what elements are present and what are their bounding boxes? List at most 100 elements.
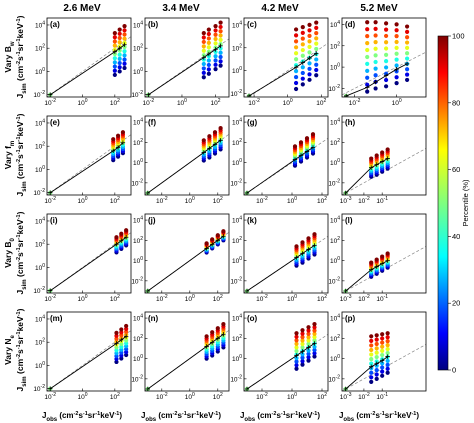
data-point — [312, 347, 317, 353]
data-point — [300, 25, 305, 30]
panel-plot-area — [246, 20, 328, 97]
data-point — [373, 33, 378, 38]
one-to-one-line — [342, 51, 426, 96]
panel-frame — [243, 213, 329, 294]
y-tick-label: 10-2 — [230, 89, 242, 98]
data-point — [122, 53, 127, 58]
data-point — [112, 60, 117, 65]
colorbar-tick-label: 0 — [452, 366, 456, 375]
data-point — [122, 65, 127, 71]
data-point — [213, 58, 218, 63]
median-line — [246, 245, 315, 292]
data-point — [394, 57, 399, 62]
data-point — [122, 28, 127, 33]
y-tick-label: 104 — [133, 118, 143, 127]
data-point — [293, 86, 299, 92]
data-point — [365, 27, 370, 32]
median-marker — [306, 247, 311, 252]
y-tick-label: 100 — [232, 256, 242, 265]
data-point — [385, 366, 390, 371]
data-point — [365, 40, 370, 46]
panel: 10-2 100 102 10-2 100 102 104 (c) — [230, 17, 329, 107]
data-point — [306, 331, 311, 336]
median-marker — [207, 146, 212, 151]
one-to-one-line — [342, 344, 426, 391]
median-marker — [292, 157, 298, 162]
data-point — [380, 344, 385, 349]
data-point — [384, 33, 389, 39]
data-point — [307, 39, 312, 44]
x-tick-label: 100 — [283, 98, 293, 107]
panel-label: (h) — [345, 118, 356, 127]
median-marker — [119, 337, 124, 343]
data-point — [112, 72, 117, 78]
panel-frame — [243, 311, 329, 392]
data-point — [119, 347, 124, 352]
data-point — [114, 235, 119, 240]
data-point — [124, 347, 129, 352]
x-tick-label: 10-2 — [156, 196, 168, 205]
data-point — [300, 30, 305, 35]
median-marker — [383, 73, 389, 78]
x-tick-label: 102 — [317, 392, 327, 401]
data-point — [117, 31, 122, 36]
colorbar-tick-label: 20 — [452, 299, 460, 308]
data-point — [307, 33, 312, 38]
y-tick-label: 102 — [232, 43, 242, 52]
row-ylabel: Jsim (cm-2s-1sr-1keV-1) — [15, 15, 28, 98]
data-point — [206, 40, 211, 45]
data-point — [306, 328, 311, 333]
y-tick-label: 100 — [35, 361, 45, 370]
column-title: 2.6 MeV — [63, 3, 101, 14]
data-point — [300, 355, 305, 360]
y-tick-label: 10-2 — [328, 178, 340, 187]
median-marker — [201, 55, 206, 60]
median-marker — [379, 261, 385, 266]
data-point — [114, 359, 119, 365]
median-marker — [310, 145, 316, 150]
y-tick-label: 104 — [35, 20, 45, 29]
panel-label: (k) — [247, 216, 257, 225]
data-point — [394, 28, 399, 33]
data-point — [306, 355, 311, 360]
column-title: 4.2 MeV — [261, 3, 299, 14]
row-vary-label: Vary Bw — [3, 41, 16, 72]
data-point — [314, 20, 319, 25]
colorbar-label: Percentile (%) — [461, 179, 470, 227]
data-point — [294, 359, 299, 364]
median-marker — [369, 267, 374, 272]
x-tick-label: 100 — [287, 196, 297, 205]
median-marker — [373, 79, 378, 85]
data-point — [373, 66, 378, 71]
median-marker — [120, 140, 126, 145]
data-point — [312, 354, 317, 359]
panel-label: (l) — [345, 216, 353, 225]
panel-plot-area — [145, 322, 229, 391]
y-tick-label: 102 — [35, 338, 45, 347]
y-tick-label: 100 — [232, 66, 242, 75]
data-point — [380, 150, 385, 155]
data-point — [385, 362, 390, 367]
panel-plot-area — [244, 232, 328, 293]
median-marker — [344, 93, 349, 97]
x-tick-label: 102 — [110, 392, 120, 401]
data-point — [115, 133, 121, 138]
data-point — [112, 64, 117, 69]
median-marker — [221, 332, 226, 337]
data-point — [124, 341, 129, 346]
colorbar-tick-label: 40 — [452, 232, 460, 241]
data-point — [314, 36, 319, 41]
median-marker — [379, 159, 385, 164]
median-marker — [374, 162, 379, 167]
data-point — [201, 70, 206, 75]
data-point — [117, 69, 122, 74]
y-tick-label: 100 — [35, 67, 45, 76]
y-tick-label: 104 — [330, 314, 340, 323]
panel-plot-area — [342, 147, 426, 195]
median-marker — [210, 340, 215, 345]
x-tick-label: 10-2 — [256, 196, 268, 205]
data-point — [112, 35, 117, 40]
y-tick-label: 102 — [133, 334, 143, 343]
data-point — [307, 66, 312, 71]
